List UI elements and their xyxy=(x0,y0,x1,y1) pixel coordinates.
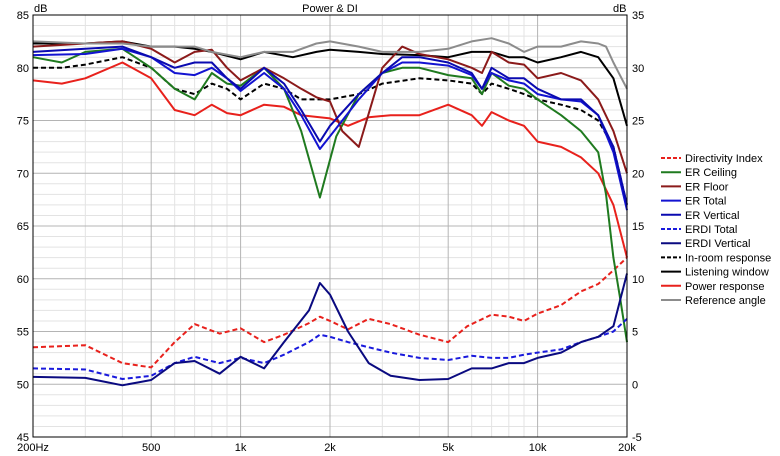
legend-item: ER Vertical xyxy=(661,210,739,222)
y-left-tick-label: 80 xyxy=(17,63,29,75)
legend-label: ER Vertical xyxy=(685,210,739,222)
y-left-tick-label: 60 xyxy=(17,274,29,286)
series-line-erdi-total xyxy=(32,318,628,380)
x-tick-label: 500 xyxy=(142,442,160,454)
y-left-tick-label: 55 xyxy=(17,327,29,339)
legend-item: ERDI Total xyxy=(661,224,737,236)
legend-item: ER Total xyxy=(661,196,726,208)
legend-label: Reference angle xyxy=(685,295,766,307)
legend-item: In-room response xyxy=(661,252,771,264)
y-right-tick-label: 0 xyxy=(632,379,638,391)
legend-label: Listening window xyxy=(685,267,769,279)
y-left-tick-label: 65 xyxy=(17,221,29,233)
x-tick-label: 2k xyxy=(324,442,336,454)
y-left-tick-label: 75 xyxy=(17,116,29,128)
y-right-tick-label: -5 xyxy=(632,432,642,444)
legend-label: ER Floor xyxy=(685,181,729,193)
x-tick-labels: 200Hz 500 1k 2k 5k 10k 20k xyxy=(17,442,636,454)
legend-item: Power response xyxy=(661,281,765,293)
right-axis-unit: dB xyxy=(613,3,626,15)
y-right-tick-label: 20 xyxy=(632,168,644,180)
legend-label: Directivity Index xyxy=(685,153,763,165)
x-tick-label: 10k xyxy=(529,442,547,454)
legend-item: Listening window xyxy=(661,267,769,279)
y-left-tick-label: 45 xyxy=(17,432,29,444)
legend-label: ERDI Total xyxy=(685,224,737,236)
series-line-reference-angle xyxy=(32,37,628,90)
legend-label: ER Ceiling xyxy=(685,167,737,179)
legend-item: Directivity Index xyxy=(661,153,763,165)
legend-item: ER Ceiling xyxy=(661,167,737,179)
plot-border xyxy=(32,14,628,438)
legend: Directivity Index ER Ceiling ER Floor ER To… xyxy=(661,153,771,307)
y-left-tick-label: 85 xyxy=(17,10,29,22)
series-line-er-floor xyxy=(32,40,628,174)
series-line-erdi-vertical xyxy=(32,273,628,387)
x-tick-label: 1k xyxy=(235,442,247,454)
series-line-er-total xyxy=(32,47,628,211)
series-line-er-vertical xyxy=(32,45,628,206)
legend-label: ERDI Vertical xyxy=(685,238,750,250)
left-axis-unit: dB xyxy=(34,3,47,15)
series-line-power-response xyxy=(32,61,628,258)
y-right-tick-label: 30 xyxy=(632,63,644,75)
y-left-tick-label: 70 xyxy=(17,168,29,180)
legend-item: Reference angle xyxy=(661,295,766,307)
x-tick-label: 5k xyxy=(442,442,454,454)
x-tick-label: 200Hz xyxy=(17,442,49,454)
series-layer xyxy=(32,37,628,387)
y-left-tick-label: 50 xyxy=(17,379,29,391)
legend-item: ERDI Vertical xyxy=(661,238,750,250)
legend-item: ER Floor xyxy=(661,181,729,193)
x-tick-label: 20k xyxy=(618,442,636,454)
y-right-tick-label: 5 xyxy=(632,327,638,339)
legend-label: ER Total xyxy=(685,196,726,208)
y-right-tick-labels: 35 30 25 20 15 10 5 0 -5 xyxy=(632,10,644,444)
legend-label: Power response xyxy=(685,281,765,293)
y-right-tick-label: 10 xyxy=(632,274,644,286)
y-left-tick-labels: 85 80 75 70 65 60 55 50 45 xyxy=(17,10,29,444)
y-right-tick-label: 35 xyxy=(632,10,644,22)
chart-title: Power & DI xyxy=(302,3,358,15)
y-right-tick-label: 25 xyxy=(632,116,644,128)
series-line-directivity-index xyxy=(32,256,628,369)
legend-label: In-room response xyxy=(685,252,771,264)
y-right-tick-label: 15 xyxy=(632,221,644,233)
